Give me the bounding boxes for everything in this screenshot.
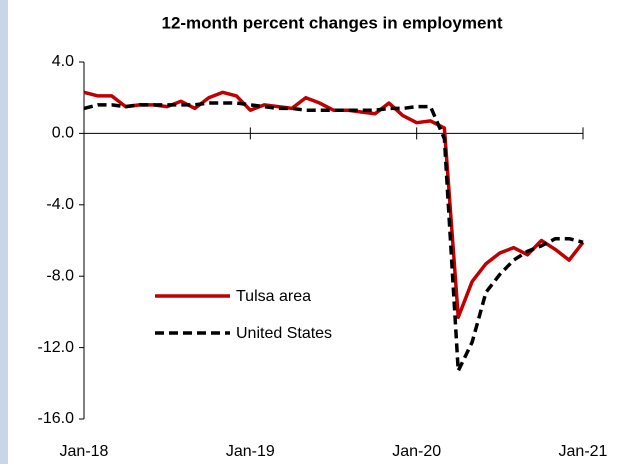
chart-title: 12-month percent changes in employment	[161, 13, 502, 32]
y-tick-label: -4.0	[46, 196, 74, 213]
y-tick-label: 4.0	[52, 53, 74, 70]
series-line	[83, 101, 584, 373]
x-tick-label: Jan-18	[60, 443, 109, 460]
legend-label: United States	[236, 325, 332, 342]
y-tick-label: 0.0	[52, 125, 74, 142]
x-tick-label: Jan-21	[559, 443, 608, 460]
y-tick-label: -12.0	[38, 339, 75, 356]
y-tick-label: -16.0	[38, 410, 75, 427]
x-tick-label: Jan-20	[392, 443, 441, 460]
x-tick-label: Jan-19	[226, 443, 275, 460]
series-line	[83, 90, 585, 320]
side-strip	[0, 0, 8, 464]
legend-label: Tulsa area	[236, 288, 311, 305]
y-tick-label: -8.0	[46, 267, 74, 284]
